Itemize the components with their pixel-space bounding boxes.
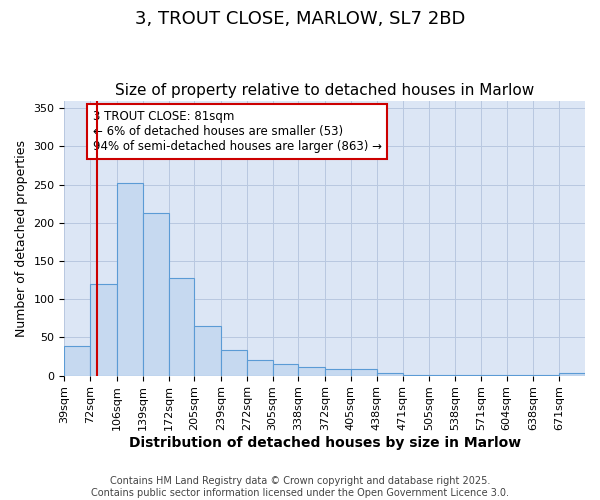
Bar — [507, 375, 533, 376]
Bar — [559, 374, 585, 376]
Bar — [429, 375, 455, 376]
Bar — [247, 360, 272, 376]
Bar — [533, 375, 559, 376]
X-axis label: Distribution of detached houses by size in Marlow: Distribution of detached houses by size … — [128, 436, 521, 450]
Bar — [221, 350, 247, 376]
Y-axis label: Number of detached properties: Number of detached properties — [15, 140, 28, 336]
Bar — [455, 375, 481, 376]
Text: 3 TROUT CLOSE: 81sqm
← 6% of detached houses are smaller (53)
94% of semi-detach: 3 TROUT CLOSE: 81sqm ← 6% of detached ho… — [92, 110, 382, 152]
Bar — [377, 372, 403, 376]
Bar — [194, 326, 221, 376]
Bar — [325, 368, 351, 376]
Text: Contains HM Land Registry data © Crown copyright and database right 2025.
Contai: Contains HM Land Registry data © Crown c… — [91, 476, 509, 498]
Bar — [169, 278, 194, 376]
Bar — [351, 368, 377, 376]
Bar — [481, 375, 507, 376]
Bar — [143, 213, 169, 376]
Bar — [403, 375, 429, 376]
Bar — [64, 346, 90, 376]
Bar — [117, 183, 143, 376]
Title: Size of property relative to detached houses in Marlow: Size of property relative to detached ho… — [115, 83, 535, 98]
Bar — [298, 367, 325, 376]
Bar — [272, 364, 298, 376]
Bar — [90, 284, 117, 376]
Text: 3, TROUT CLOSE, MARLOW, SL7 2BD: 3, TROUT CLOSE, MARLOW, SL7 2BD — [135, 10, 465, 28]
